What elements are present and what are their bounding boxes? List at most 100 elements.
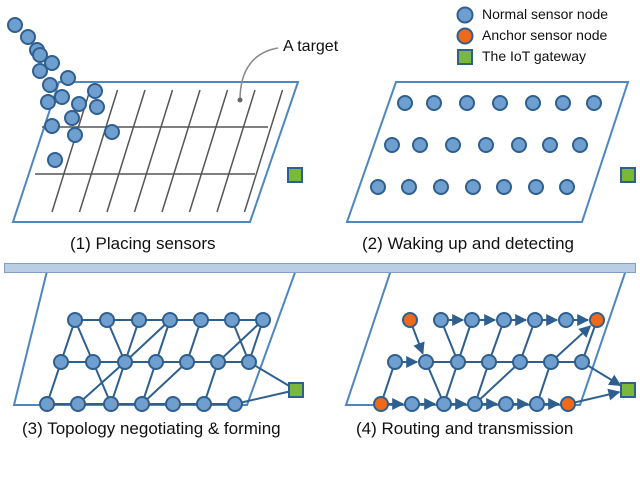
sensor-node — [54, 89, 70, 105]
sensor-node — [433, 312, 449, 328]
sensor-node — [70, 396, 86, 412]
sensor-node — [511, 137, 527, 153]
sensor-node — [527, 312, 543, 328]
sensor-node — [528, 179, 544, 195]
legend-label-gateway: The IoT gateway — [482, 48, 587, 64]
sensor-node — [512, 354, 528, 370]
sensor-node — [193, 312, 209, 328]
sensor-node — [87, 83, 103, 99]
topology-link — [124, 319, 171, 363]
target-marker — [237, 97, 243, 103]
sensor-node — [42, 77, 58, 93]
grid-v-line — [188, 89, 229, 213]
sensor-node — [543, 354, 559, 370]
sensor-node — [459, 95, 475, 111]
iot-gateway — [620, 382, 636, 398]
panel-3-area — [12, 266, 299, 406]
sensor-node — [465, 179, 481, 195]
sensor-node — [255, 312, 271, 328]
sensor-node — [496, 179, 512, 195]
sensor-node — [131, 312, 147, 328]
panel1-caption: (1) Placing sensors — [70, 234, 216, 253]
sensor-node — [179, 354, 195, 370]
grid-v-line — [78, 89, 119, 213]
grid-v-line — [161, 89, 201, 213]
anchor-sensor-node — [589, 312, 605, 328]
sensor-node — [412, 137, 428, 153]
sensor-node — [67, 312, 83, 328]
target-callout-line — [239, 47, 279, 101]
sensor-node — [165, 396, 181, 412]
nodes-layer — [7, 17, 636, 412]
grid-v-line — [133, 89, 174, 213]
sensor-node — [558, 312, 574, 328]
sensor-node — [492, 95, 508, 111]
sensor-node — [397, 95, 413, 111]
anchor-sensor-node — [560, 396, 576, 412]
sensor-node — [71, 96, 87, 112]
sensor-node — [478, 137, 494, 153]
sensor-node — [7, 17, 23, 33]
sensor-node — [426, 95, 442, 111]
sensor-node — [496, 312, 512, 328]
sensor-node — [99, 312, 115, 328]
topology-link — [77, 361, 126, 405]
topology-link — [234, 389, 297, 405]
sensor-node — [418, 354, 434, 370]
panel2-caption: (2) Waking up and detecting — [362, 234, 574, 253]
sensor-node — [148, 354, 164, 370]
sensor-node — [370, 179, 386, 195]
sensor-node — [529, 396, 545, 412]
sensor-node — [481, 354, 497, 370]
sensor-node — [39, 396, 55, 412]
sensor-node — [574, 354, 590, 370]
grid-v-line — [106, 89, 146, 213]
sensor-node — [433, 179, 449, 195]
sensor-node — [450, 354, 466, 370]
panel4-caption: (4) Routing and transmission — [356, 419, 574, 438]
section-separator — [4, 263, 636, 273]
legend-label-normal: Normal sensor node — [482, 6, 609, 22]
sensor-node — [67, 127, 83, 143]
grid-v-line — [216, 89, 256, 213]
sensor-node — [555, 95, 571, 111]
sensor-node — [436, 396, 452, 412]
legend-label-anchor: Anchor sensor node — [482, 27, 608, 43]
target-label: A target — [283, 38, 339, 55]
sensor-node — [387, 354, 403, 370]
sensor-node — [401, 179, 417, 195]
anchor-sensor-node — [373, 396, 389, 412]
sensor-node — [586, 95, 602, 111]
sensor-node — [32, 63, 48, 79]
sensor-node — [60, 70, 76, 86]
sensor-node — [104, 124, 120, 140]
anchor-node-icon — [456, 27, 474, 45]
sensor-node — [162, 312, 178, 328]
grid-v-line — [243, 89, 284, 213]
sensor-node — [44, 118, 60, 134]
route-arrow — [567, 388, 621, 405]
sensor-node — [542, 137, 558, 153]
sensor-node — [224, 312, 240, 328]
panel3-caption: (3) Topology negotiating & forming — [22, 419, 281, 438]
sensor-node — [44, 55, 60, 71]
sensor-node — [196, 396, 212, 412]
sensor-node — [404, 396, 420, 412]
normal-node-icon — [456, 6, 474, 24]
sensor-node — [134, 396, 150, 412]
panel-1-area — [11, 81, 300, 223]
sensor-node — [103, 396, 119, 412]
sensor-node — [572, 137, 588, 153]
sensor-node — [464, 312, 480, 328]
iot-gateway — [620, 167, 636, 183]
iot-gateway — [287, 167, 303, 183]
sensor-node — [47, 152, 63, 168]
sensor-node — [64, 110, 80, 126]
sensor-node — [40, 94, 56, 110]
sensor-node — [85, 354, 101, 370]
sensor-node — [117, 354, 133, 370]
sensor-node — [210, 354, 226, 370]
sensor-node — [525, 95, 541, 111]
sensor-node — [241, 354, 257, 370]
